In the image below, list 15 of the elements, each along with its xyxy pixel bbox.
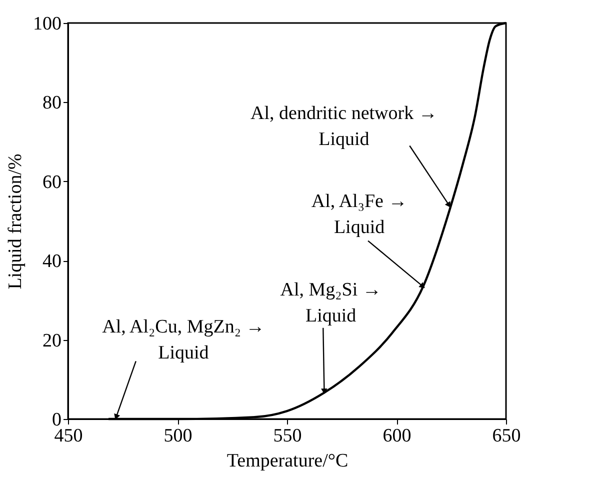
annotation: Al, Al₂Cu, MgZn₂ → Liquid xyxy=(102,316,265,364)
x-tick-label: 600 xyxy=(382,426,412,446)
annotation: Al, Mg₂Si → Liquid xyxy=(280,280,382,327)
x-tick-label: 500 xyxy=(164,426,192,446)
y-tick-label: 40 xyxy=(42,251,62,272)
annotation: Al, dendritic network → Liquid xyxy=(250,102,438,150)
y-axis-title: Liquid fraction/% xyxy=(5,154,26,290)
x-axis-title: Temperature/°C xyxy=(226,450,348,472)
annotation: Al, Al₃Fe → Liquid xyxy=(311,191,408,238)
x-tick-label: 550 xyxy=(273,426,302,446)
y-tick-label: 80 xyxy=(42,92,62,114)
y-tick-label: 100 xyxy=(33,14,62,34)
y-tick-label: 20 xyxy=(42,330,62,352)
y-tick-label: 60 xyxy=(42,172,62,193)
x-tick-label: 650 xyxy=(492,426,521,446)
